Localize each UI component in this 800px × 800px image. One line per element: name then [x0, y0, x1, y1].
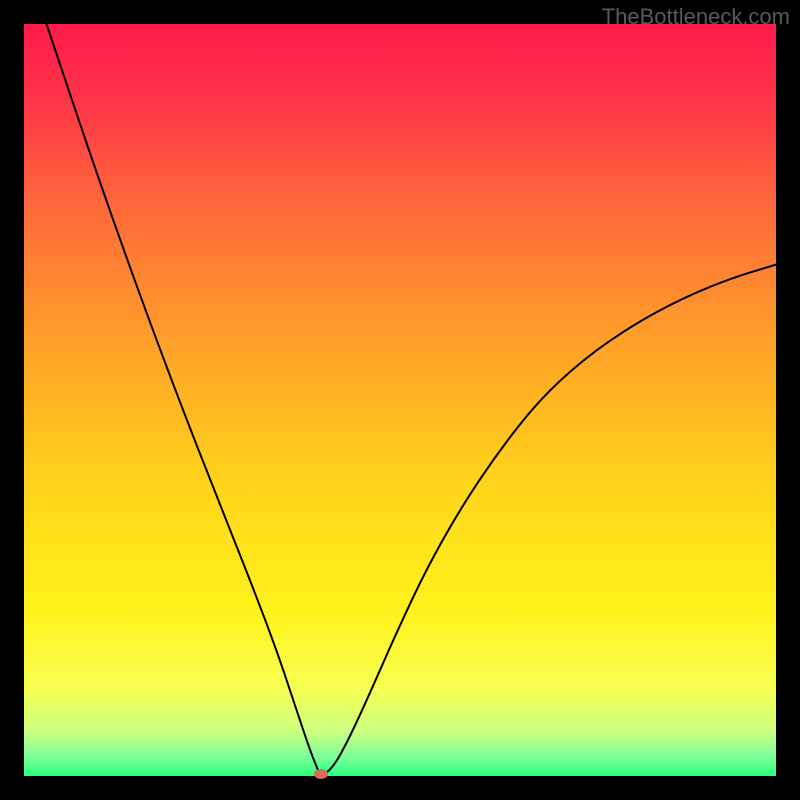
plot-background: [24, 24, 776, 776]
bottleneck-chart: [0, 0, 800, 800]
chart-container: TheBottleneck.com: [0, 0, 800, 800]
watermark-text: TheBottleneck.com: [602, 4, 790, 30]
minimum-marker: [314, 769, 328, 779]
